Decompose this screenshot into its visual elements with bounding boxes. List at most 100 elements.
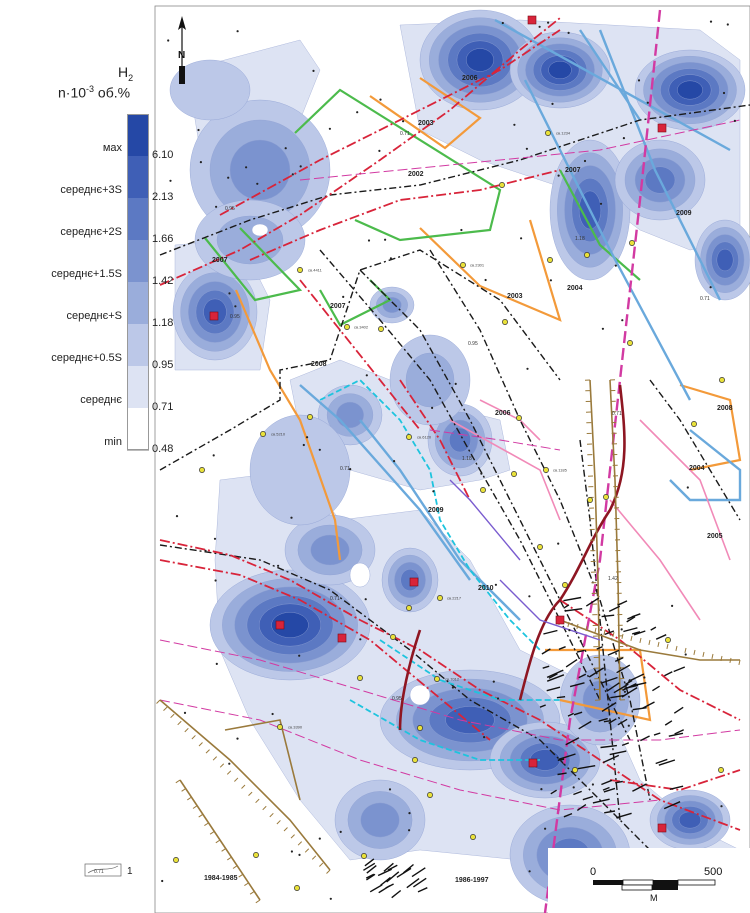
contour-label: 1.18 bbox=[575, 236, 585, 242]
well-markers bbox=[209, 15, 667, 833]
faults-red bbox=[159, 17, 741, 831]
well-label: св.4411 bbox=[308, 268, 323, 273]
survey-year-label: 2010 bbox=[478, 585, 494, 592]
legend-class-label: середнє bbox=[80, 394, 122, 406]
legend-class-value: 1.66 bbox=[152, 233, 174, 245]
contour-label: 0.71 bbox=[400, 131, 410, 137]
key-number-label: 1 bbox=[127, 866, 133, 877]
contour-label: 0.95 bbox=[392, 696, 402, 702]
survey-year-label: 2004 bbox=[567, 285, 583, 292]
survey-year-label: 2005 bbox=[707, 533, 723, 540]
survey-year-labels: 2006 2003 2002 2007 2009 2007 2007 2004 2003 2008… bbox=[204, 75, 733, 884]
purple-lines bbox=[449, 479, 601, 641]
contour-label: 1.42 bbox=[608, 576, 618, 582]
legend-class-label: середнє+0.5S bbox=[51, 352, 122, 364]
survey-year-label: 2008 bbox=[311, 361, 327, 368]
hydrogen-concentration-fields bbox=[169, 9, 750, 913]
well-label: св.3390 bbox=[288, 725, 303, 730]
well-label: св.1234 bbox=[556, 131, 571, 136]
legend-element: H bbox=[118, 64, 129, 80]
legend-swatch bbox=[127, 324, 149, 366]
magenta-dashed-lines bbox=[543, 9, 662, 913]
survey-year-label: 2007 bbox=[330, 303, 346, 310]
legend-title: H2 bbox=[118, 64, 133, 83]
legend-class-value: 6.10 bbox=[152, 149, 174, 161]
survey-area-orange bbox=[234, 77, 742, 722]
legend-class-value: 0.71 bbox=[152, 401, 174, 413]
scale-bar bbox=[593, 879, 716, 891]
well-labels: св.1234 св.2301 св.4411 св.3402 св.5210 св.61… bbox=[271, 131, 571, 730]
contour-value-labels: 0.71 0.95 1.18 0.71 0.95 0.71 1.42 0.71 0.95 0.71… bbox=[225, 131, 710, 702]
observation-dots bbox=[161, 20, 737, 900]
legend-swatch-frame bbox=[127, 114, 149, 450]
survey-year-label: 2004 bbox=[689, 465, 705, 472]
legend-class-label: середнє+2S bbox=[60, 226, 122, 238]
survey-year-label: 2008 bbox=[717, 405, 733, 412]
hatch-marks bbox=[156, 379, 741, 904]
survey-year-label: 2009 bbox=[676, 210, 692, 217]
key-sample-label: 0.71 bbox=[94, 869, 104, 875]
well-label: св.2217 bbox=[447, 596, 462, 601]
survey-year-label: 2003 bbox=[507, 293, 523, 300]
sampling-points bbox=[173, 130, 725, 891]
legend-unit: n·10-3 об.% bbox=[58, 84, 130, 101]
legend-swatch bbox=[127, 408, 149, 451]
contour-label: 0.71 bbox=[612, 411, 622, 417]
tectonic-stroke-cluster bbox=[363, 596, 686, 899]
magenta-thin-lines bbox=[159, 119, 741, 811]
legend: H2 n·10-3 об.% мах 6.10 середнє+3S 2.13 сере… bbox=[30, 64, 173, 464]
legend-unit-exponent: -3 bbox=[86, 84, 95, 94]
legend-swatch bbox=[127, 114, 149, 156]
legend-class-label: мах bbox=[102, 142, 122, 154]
legend-class-label: середнє+1.5S bbox=[51, 268, 122, 280]
well-label: св.6120 bbox=[417, 435, 432, 440]
contour-label: 0.71 bbox=[330, 596, 340, 602]
legend-swatch bbox=[127, 282, 149, 324]
legend-key-item: 0.71 1 bbox=[84, 863, 133, 877]
well-label: св.5210 bbox=[271, 432, 286, 437]
legend-class-label: min bbox=[104, 436, 122, 448]
north-label: N bbox=[178, 50, 185, 61]
legend-class-label: середнє+3S bbox=[60, 184, 122, 196]
survey-year-label: 1984-1985 bbox=[204, 875, 238, 882]
well-label: св.1185 bbox=[553, 468, 568, 473]
survey-year-label: 2006 bbox=[462, 75, 478, 82]
scale-end-label: 500 bbox=[704, 866, 723, 878]
legend-subscript: 2 bbox=[128, 72, 134, 83]
well-label: св.2301 bbox=[470, 263, 485, 268]
survey-year-label: 2009 bbox=[428, 507, 444, 514]
survey-area-lightblue bbox=[299, 18, 742, 621]
well-label: св.7012 bbox=[445, 677, 460, 682]
legend-class-value: 0.48 bbox=[152, 443, 174, 455]
legend-swatch bbox=[127, 366, 149, 408]
dark-red-lines bbox=[398, 384, 626, 731]
contour-label: 0.95 bbox=[225, 206, 235, 212]
survey-area-green bbox=[204, 88, 641, 327]
survey-year-label: 2003 bbox=[418, 120, 434, 127]
legend-class-value: 1.18 bbox=[152, 317, 174, 329]
contour-label: 0.95 bbox=[468, 341, 478, 347]
survey-year-label: 2006 bbox=[495, 410, 511, 417]
legend-class-value: 1.42 bbox=[152, 275, 174, 287]
legend-unit-suffix: об.% bbox=[94, 84, 131, 101]
legend-unit-prefix: n·10 bbox=[58, 84, 87, 101]
contour-label: 0.71 bbox=[700, 296, 710, 302]
legend-class-value: 2.13 bbox=[152, 191, 174, 203]
legend-swatch bbox=[127, 240, 149, 282]
contour-label: 0.95 bbox=[230, 314, 240, 320]
contour-label: 0.71 bbox=[340, 466, 350, 472]
legend-swatch bbox=[127, 198, 149, 240]
north-arrow-icon: N bbox=[178, 16, 186, 84]
survey-year-label: 2007 bbox=[212, 257, 228, 264]
survey-year-label: 1986-1997 bbox=[455, 877, 489, 884]
well-label: св.3402 bbox=[354, 325, 369, 330]
survey-year-label: 2002 bbox=[408, 171, 424, 178]
scale-unit-label: M bbox=[650, 893, 658, 903]
scale-start-label: 0 bbox=[590, 866, 597, 878]
survey-year-label: 2007 bbox=[565, 167, 581, 174]
legend-class-label: середнє+S bbox=[66, 310, 122, 322]
legend-class-value: 0.95 bbox=[152, 359, 174, 371]
contour-label: 1.18 bbox=[462, 456, 472, 462]
legend-swatch bbox=[127, 156, 149, 198]
